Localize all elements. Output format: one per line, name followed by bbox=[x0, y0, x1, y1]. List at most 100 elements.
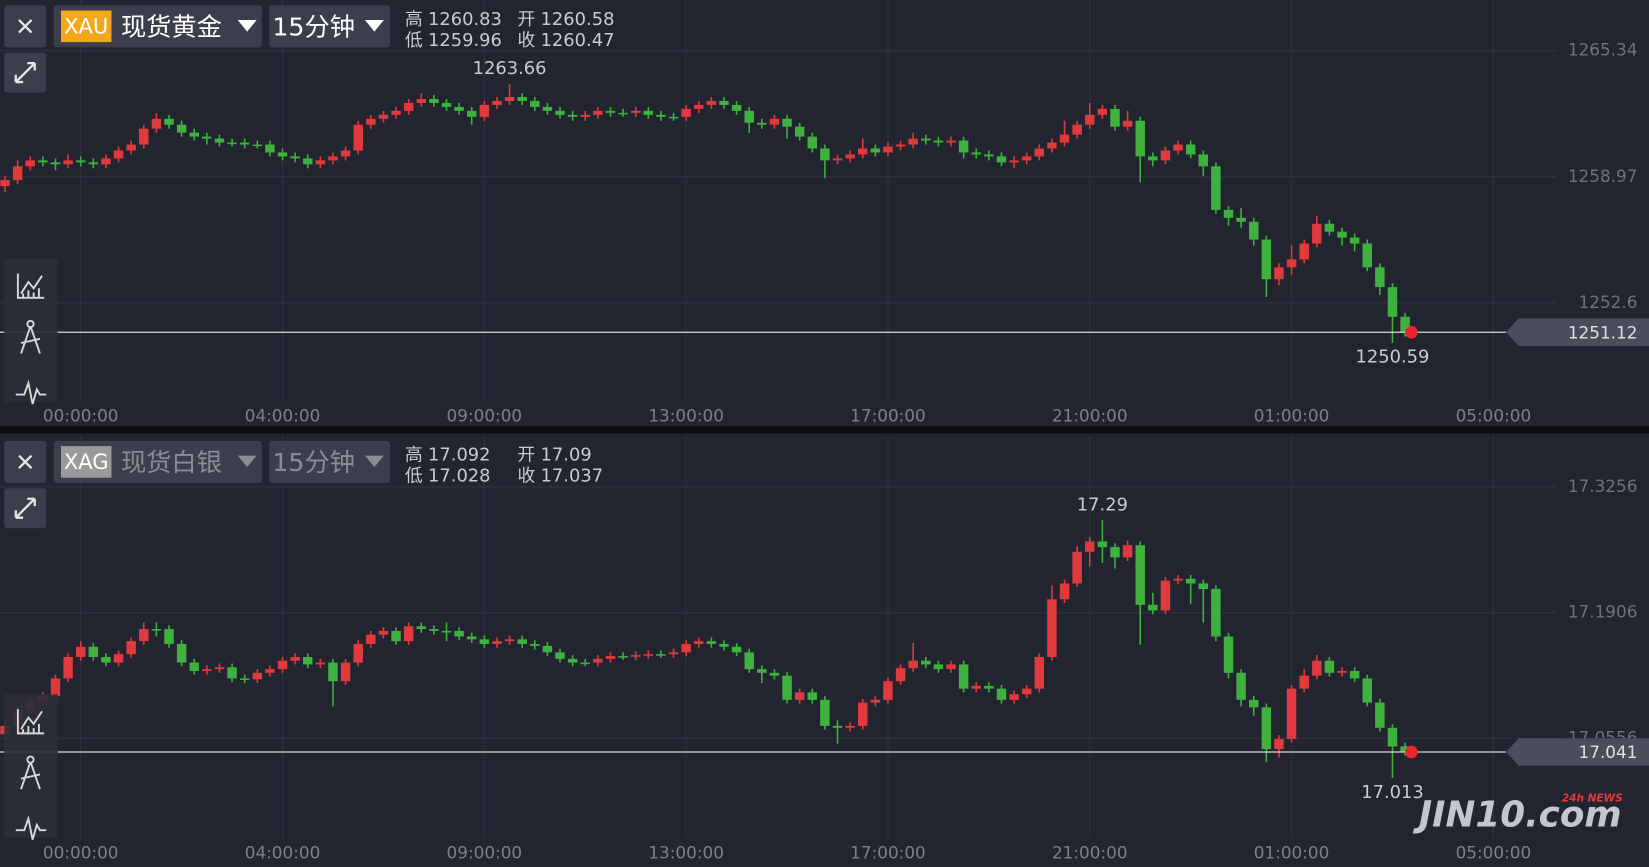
candle-body bbox=[946, 664, 956, 670]
candle-body bbox=[1324, 660, 1335, 673]
candle-body bbox=[1047, 142, 1057, 149]
candle-body bbox=[1211, 166, 1221, 210]
candle-body bbox=[25, 160, 36, 167]
x-tick-label: 09:00:00 bbox=[447, 406, 523, 426]
candle-body bbox=[1400, 316, 1410, 333]
x-tick-label: 13:00:00 bbox=[648, 842, 724, 862]
candle-body bbox=[315, 662, 326, 665]
candle-body bbox=[984, 685, 994, 689]
candle-body bbox=[832, 158, 843, 161]
candle-body bbox=[1021, 156, 1032, 161]
candle-body bbox=[1034, 148, 1045, 157]
candle-body bbox=[958, 140, 969, 153]
candle-body bbox=[858, 148, 868, 155]
dropdown-arrow bbox=[364, 455, 384, 468]
candle-body bbox=[454, 630, 464, 637]
candle-body bbox=[1236, 217, 1246, 222]
candle-body bbox=[1009, 160, 1019, 163]
candle-body bbox=[189, 132, 199, 137]
candle-body bbox=[706, 100, 717, 105]
candle-body bbox=[1375, 267, 1385, 288]
candle-body bbox=[555, 110, 565, 115]
candle-body bbox=[530, 100, 540, 107]
stat-label: 低 bbox=[405, 466, 423, 487]
candle-body bbox=[429, 629, 439, 631]
candle-body bbox=[668, 116, 679, 119]
candle-body bbox=[883, 146, 893, 153]
candle-body bbox=[794, 692, 805, 700]
y-tick-label: 1258.97 bbox=[1568, 166, 1638, 186]
stat-label: 高 bbox=[405, 9, 423, 30]
candle-body bbox=[769, 118, 780, 125]
max-label: 1263.66 bbox=[473, 58, 547, 79]
candle-body bbox=[504, 639, 515, 642]
drawing-tool[interactable] bbox=[20, 320, 41, 354]
candle-body bbox=[517, 639, 527, 644]
stat-value: 1260.58 bbox=[541, 9, 615, 30]
interval-selector[interactable] bbox=[269, 5, 391, 48]
candle-body bbox=[820, 148, 830, 161]
candle-body bbox=[303, 656, 313, 665]
y-tick-label: 17.1906 bbox=[1568, 602, 1638, 622]
price-tag bbox=[1505, 318, 1649, 346]
indicator-tool[interactable] bbox=[16, 273, 45, 299]
x-tick-label: 09:00:00 bbox=[447, 842, 523, 862]
wave-tool[interactable] bbox=[15, 379, 47, 405]
candle-body bbox=[908, 138, 918, 145]
candle-body bbox=[1135, 120, 1145, 157]
candle-body bbox=[643, 654, 654, 656]
candle-body bbox=[530, 643, 540, 646]
watermark: JIN10.com bbox=[1413, 794, 1622, 835]
candle-body bbox=[277, 152, 288, 157]
candle-body bbox=[378, 114, 389, 119]
candle-body bbox=[139, 629, 149, 642]
stat-value: 17.09 bbox=[541, 445, 592, 466]
candle-body bbox=[656, 654, 666, 656]
candle-body bbox=[441, 102, 452, 107]
candle-body bbox=[694, 104, 704, 109]
candle-body bbox=[1236, 672, 1246, 700]
x-tick-label: 13:00:00 bbox=[648, 406, 724, 426]
drawing-tool[interactable] bbox=[20, 755, 41, 790]
candle-body bbox=[1110, 547, 1120, 558]
candle-body bbox=[921, 138, 931, 141]
interval-selector[interactable] bbox=[269, 440, 391, 483]
x-tick-label: 05:00:00 bbox=[1456, 842, 1532, 862]
candle-body bbox=[668, 652, 679, 655]
candle-body bbox=[139, 128, 149, 145]
dropdown-arrow bbox=[364, 19, 384, 32]
interval-label: 15分钟 bbox=[272, 12, 355, 41]
candle-body bbox=[618, 656, 628, 658]
candle-body bbox=[933, 140, 944, 143]
candle-body bbox=[88, 646, 99, 657]
candle-body bbox=[719, 643, 729, 647]
candle-body bbox=[580, 662, 590, 665]
price-tag-label: 17.041 bbox=[1579, 742, 1638, 762]
candle-body bbox=[1198, 583, 1209, 590]
candle-body bbox=[1097, 108, 1108, 115]
candle-body bbox=[1312, 223, 1322, 244]
candle-body bbox=[1173, 144, 1183, 151]
candle-body bbox=[1324, 223, 1335, 232]
wave-tool[interactable] bbox=[15, 815, 47, 840]
candle-body bbox=[1160, 150, 1171, 161]
candle-body bbox=[38, 160, 48, 163]
x-tick-label: 21:00:00 bbox=[1052, 406, 1128, 426]
candle-body bbox=[1400, 746, 1410, 752]
candle-body bbox=[921, 660, 931, 665]
candle-body bbox=[542, 645, 553, 653]
candle-body bbox=[996, 688, 1007, 700]
candle-body bbox=[845, 154, 855, 159]
candle-body bbox=[1249, 221, 1259, 240]
indicator-tool[interactable] bbox=[16, 709, 45, 735]
x-tick-label: 01:00:00 bbox=[1254, 406, 1330, 426]
candle-body bbox=[782, 675, 792, 700]
candle-body bbox=[504, 97, 515, 101]
candle-body bbox=[1122, 545, 1133, 558]
stat-label: 高 bbox=[405, 445, 423, 466]
candle-body bbox=[75, 646, 86, 657]
price-tag bbox=[1505, 738, 1649, 766]
candle-body bbox=[353, 124, 363, 151]
